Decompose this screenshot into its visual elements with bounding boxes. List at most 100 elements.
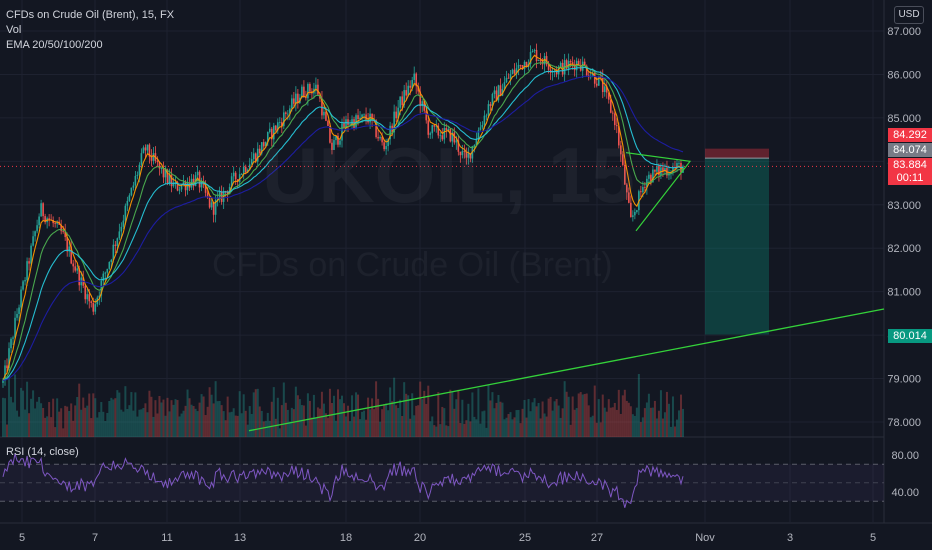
candle-body [509,73,512,79]
candle-body [519,64,522,66]
ascending-trendline [248,308,885,432]
volume-bar [653,400,656,437]
candle-body [525,61,528,68]
candle-body [626,184,628,193]
volume-bar [471,392,474,437]
volume-bar [276,397,279,437]
candle-body [54,223,56,224]
vol-label[interactable]: Vol [6,24,22,36]
volume-bar [411,393,414,437]
candle-body [166,169,169,184]
volume-bar [78,383,81,437]
candle-body [640,191,642,193]
candle-body [383,142,385,150]
currency-button[interactable]: USD [894,6,924,24]
candle-body [407,85,409,96]
volume-bar [407,395,410,437]
volume-bar [156,413,159,437]
volume-bar [186,389,189,437]
candle-body [92,302,95,312]
volume-bar [134,392,137,437]
volume-bar [236,415,239,437]
candle-body [477,130,480,140]
volume-bar [619,413,622,437]
volume-bar [451,391,454,437]
volume-bar [330,403,333,437]
time-axis-label: 3 [787,532,793,544]
volume-bar [475,419,478,437]
volume-bar [34,408,37,437]
candle-body [22,281,24,290]
volume-bar [110,397,113,437]
candle-body [238,174,241,182]
candle-body [210,202,213,208]
candle-body [345,119,347,129]
candle-body [317,84,319,95]
candle-body [254,153,257,162]
rsi-label[interactable]: RSI (14, close) [6,446,79,458]
candle-body [16,313,18,318]
volume-bar [679,394,682,437]
candle-body [618,126,620,146]
volume-bar [224,420,227,437]
volume-bar [523,400,526,437]
volume-bar [389,387,392,437]
candle-body [246,169,249,173]
volume-bar [635,407,638,437]
volume-bar [669,426,672,437]
volume-bar [160,402,163,437]
volume-bar [318,408,321,437]
candle-body [200,180,203,188]
candle-body [204,184,207,193]
volume-bar [495,402,498,437]
volume-bar [306,393,309,437]
candle-body [70,246,73,264]
volume-bar [509,412,512,437]
volume-bar [210,394,213,437]
volume-bar [449,389,452,437]
volume-bar [355,392,358,437]
candle-body [451,132,454,142]
candle-body [381,137,383,143]
symbol-title[interactable]: CFDs on Crude Oil (Brent), 15, FX [6,9,175,21]
candle-body [513,69,516,74]
candle-body [84,285,87,300]
volume-bar [192,405,195,437]
volume-bar [264,420,267,437]
candle-body [437,125,440,136]
volume-bar [310,417,313,437]
ema-label[interactable]: EMA 20/50/100/200 [6,39,103,51]
ema-lines [2,54,684,382]
volume-bar [4,398,7,437]
candle-body [48,218,50,220]
volume-bar [643,408,646,437]
volume-bar [168,411,171,437]
candle-body [521,65,524,70]
grid [0,0,932,524]
volume-bar [345,416,348,437]
candle-body [652,169,654,183]
volume-bar [238,391,241,437]
candle-body [264,141,267,147]
volume-bar [357,394,360,437]
candle-body [240,174,243,175]
volume-bar [485,427,488,437]
candle-body [463,151,466,152]
volume-bar [88,393,91,437]
candle-body [533,49,536,51]
volume-bar [541,401,544,437]
candle-body [124,205,127,221]
candle-body [64,231,66,238]
candle-body [321,98,323,116]
candle-body [475,139,478,146]
volume-bar [98,412,101,437]
volume-bar [162,399,165,437]
volume-bar [609,407,612,437]
volume-bar [292,409,295,437]
volume-bar [68,410,71,437]
volume-bar [334,420,337,437]
candle-body [503,82,506,89]
volume-bar [423,390,426,437]
volume-bar [104,420,107,437]
